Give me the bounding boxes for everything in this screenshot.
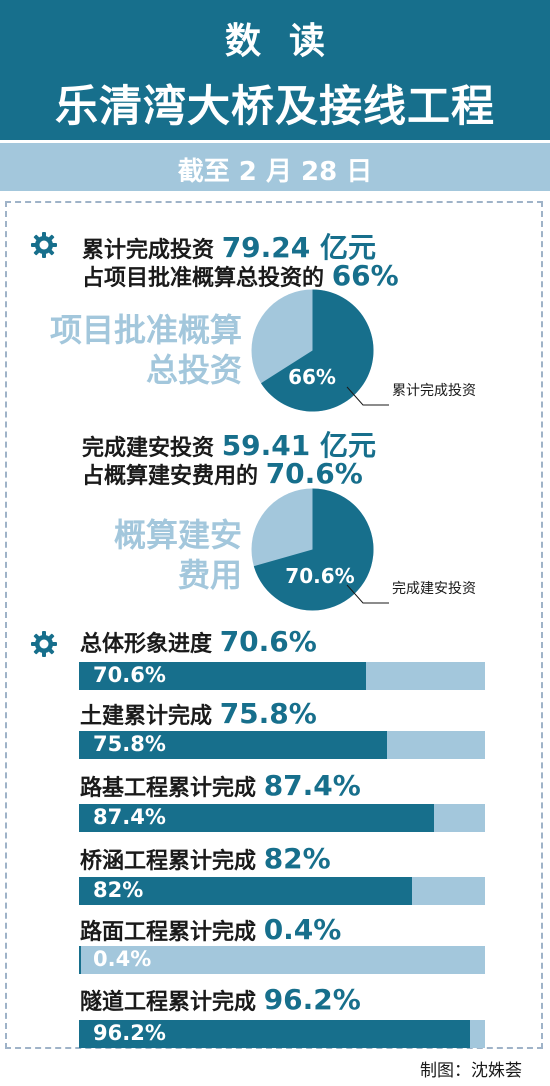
date-text: 截至 2 月 28 日 [177, 157, 373, 187]
s1-pie-slice [261, 289, 374, 412]
bar-title-label: 隧道工程累计完成 [80, 990, 257, 1015]
s1-ghost-line1: 项目批准概算 [49, 311, 242, 349]
s1-line2: 占项目批准概算总投资的 66% [82, 259, 399, 292]
s2-pie-note: 完成建安投资 [392, 581, 476, 597]
bar-title-value: 87.4% [263, 769, 361, 802]
progress-bar-pavement: 0.4% [79, 946, 485, 974]
s1-pie-chart: 66% [251, 289, 374, 412]
progress-bar-label: 96.2% [93, 1021, 166, 1045]
s2-ghost-line2: 费用 [177, 556, 242, 594]
bar-title-label: 桥涵工程累计完成 [80, 849, 257, 874]
progress-bar-label: 82% [93, 878, 144, 902]
s1-line2-label: 占项目批准概算总投资的 [82, 266, 325, 291]
bar-title-value: 70.6% [219, 625, 317, 658]
content-frame [5, 201, 543, 1049]
progress-bar-label: 75.8% [93, 732, 166, 756]
bar-title-label: 路面工程累计完成 [80, 920, 257, 945]
s2-line2: 占概算建安费用的 70.6% [82, 457, 363, 490]
s2-pie-slice [253, 488, 374, 611]
credit-text: 制图：沈姝荟 [420, 1061, 522, 1081]
header-title-main: 乐清湾大桥及接线工程 [55, 82, 495, 132]
s1-line1-label: 累计完成投资 [82, 238, 215, 263]
bar-title-label: 路基工程累计完成 [80, 776, 257, 801]
s1-line2-value: 66% [331, 259, 399, 292]
s1-line1-value: 79.24 亿元 [221, 231, 377, 264]
progress-bar-fill [79, 877, 412, 905]
bar-title-value: 75.8% [219, 697, 317, 730]
s1-pie-leader [346, 386, 389, 406]
s2-line1-label: 完成建安投资 [82, 436, 215, 461]
progress-bar-label: 0.4% [93, 947, 152, 971]
progress-bar-bridge: 82% [79, 877, 485, 905]
bar-title-value: 82% [263, 842, 331, 875]
date-band: 截至 2 月 28 日 [0, 143, 550, 191]
s1-ghost-label: 项目批准概算 总投资 [20, 310, 242, 390]
progress-bar-overall: 70.6% [79, 662, 485, 690]
s2-line1: 完成建安投资 59.41 亿元 [82, 424, 376, 464]
s2-pie-leader [346, 584, 389, 604]
s1-pie-label: 66% [288, 365, 336, 389]
s2-line2-label: 占概算建安费用的 [82, 464, 259, 489]
bar-title-label: 土建累计完成 [80, 704, 213, 729]
s2-line2-value: 70.6% [265, 457, 363, 490]
s1-pie-note: 累计完成投资 [392, 383, 476, 399]
s2-pie-label: 70.6% [285, 564, 354, 588]
bar-title-value: 96.2% [263, 983, 361, 1016]
gear-icon [31, 631, 57, 657]
bar-title-value: 0.4% [263, 913, 342, 946]
s2-line1-value: 59.41 亿元 [221, 429, 377, 462]
header-banner: 数读 乐清湾大桥及接线工程 [0, 0, 550, 140]
s2-ghost-line1: 概算建安 [113, 516, 242, 554]
progress-bar-label: 87.4% [93, 805, 166, 829]
bar-title-subgrade: 路基工程累计完成 87.4% [80, 769, 361, 802]
s1-ghost-line2: 总投资 [145, 351, 242, 389]
bar-title-overall: 总体形象进度 70.6% [80, 625, 317, 658]
progress-bar-fill [79, 946, 82, 974]
progress-bar-tunnel: 96.2% [79, 1020, 485, 1048]
progress-bar-civil: 75.8% [79, 731, 485, 759]
progress-bar-label: 70.6% [93, 663, 166, 687]
progress-bar-fill [79, 804, 434, 832]
progress-bar-fill [79, 1020, 470, 1048]
bar-title-pavement: 路面工程累计完成 0.4% [80, 913, 341, 946]
s1-line1: 累计完成投资 79.24 亿元 [82, 226, 376, 266]
progress-bar-fill [79, 731, 387, 759]
bar-title-civil: 土建累计完成 75.8% [80, 697, 317, 730]
bar-title-label: 总体形象进度 [80, 632, 213, 657]
progress-bar-subgrade: 87.4% [79, 804, 485, 832]
gear-icon [31, 232, 57, 258]
s2-pie-chart: 70.6% [251, 488, 374, 611]
header-title-small: 数读 [224, 21, 353, 62]
progress-bar-fill [79, 662, 366, 690]
bar-title-bridge: 桥涵工程累计完成 82% [80, 842, 331, 875]
s2-ghost-label: 概算建安 费用 [20, 515, 242, 595]
bar-title-tunnel: 隧道工程累计完成 96.2% [80, 983, 361, 1016]
